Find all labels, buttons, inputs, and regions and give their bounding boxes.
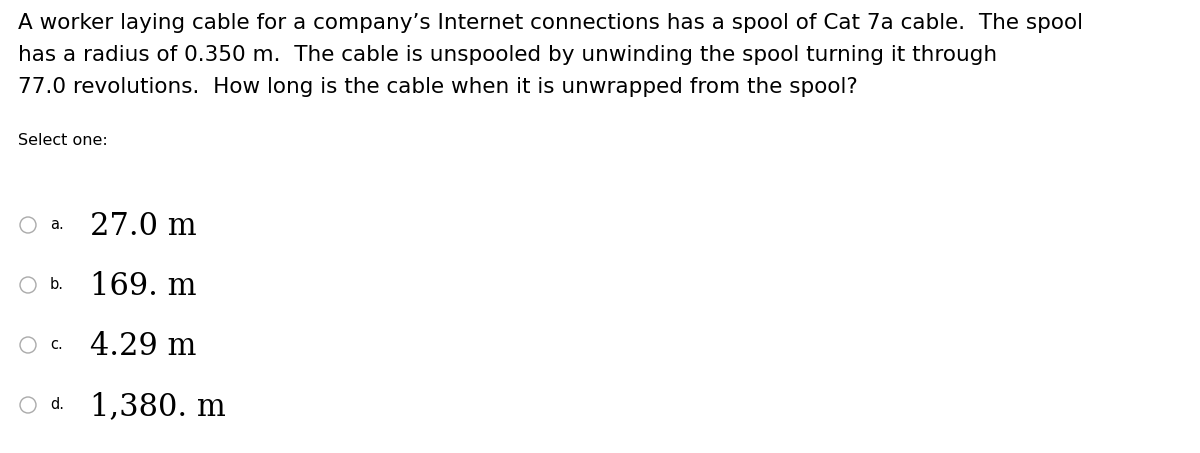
Text: has a radius of 0.350 m.  The cable is unspooled by unwinding the spool turning : has a radius of 0.350 m. The cable is un… <box>18 45 997 65</box>
Text: 1,380. m: 1,380. m <box>90 391 226 422</box>
Text: A worker laying cable for a company’s Internet connections has a spool of Cat 7a: A worker laying cable for a company’s In… <box>18 13 1084 33</box>
Text: d.: d. <box>50 397 64 412</box>
Text: a.: a. <box>50 217 64 232</box>
Text: c.: c. <box>50 337 62 352</box>
Text: 77.0 revolutions.  How long is the cable when it is unwrapped from the spool?: 77.0 revolutions. How long is the cable … <box>18 77 858 97</box>
Text: 27.0 m: 27.0 m <box>90 211 197 242</box>
Text: b.: b. <box>50 277 64 292</box>
Text: Select one:: Select one: <box>18 133 108 148</box>
Text: 169. m: 169. m <box>90 271 197 302</box>
Text: 4.29 m: 4.29 m <box>90 331 197 362</box>
